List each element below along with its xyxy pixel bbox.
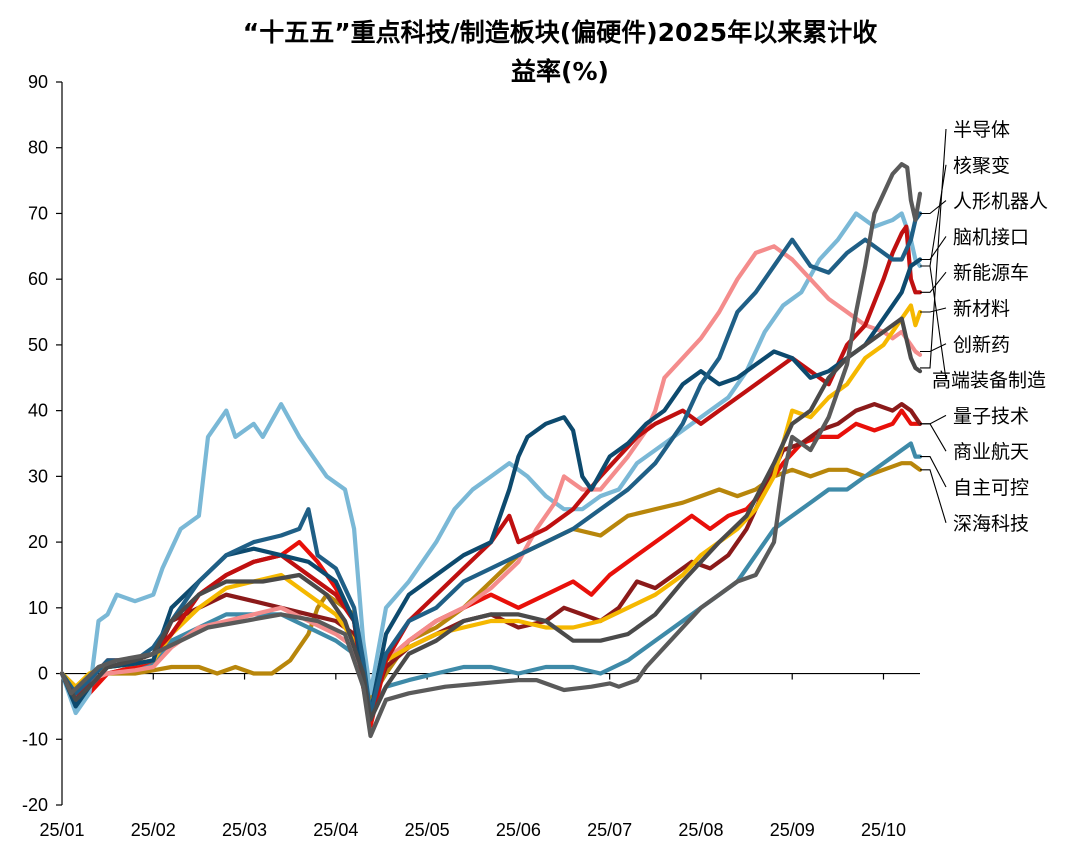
legend-leader [920,343,947,353]
series-lines [59,162,923,739]
legend-leader [920,265,947,380]
legend: 半导体核聚变人形机器人脑机接口新能源车新材料创新药高端装备制造量子技术商业航天自… [920,119,1048,535]
y-tick-label: 80 [28,138,48,158]
series-line-创新药 [59,244,923,709]
legend-leader [920,271,947,293]
x-tick-label: 25/07 [587,820,632,840]
series-line-人形机器人 [59,211,923,716]
legend-leader [920,200,947,215]
legend-label: 商业航天 [953,441,1029,463]
x-tick-label: 25/10 [861,820,906,840]
legend-leader [920,456,947,488]
legend-label: 高端装备制造 [932,370,1046,392]
legend-label: 新能源车 [953,262,1029,284]
series-line-新能源车 [59,224,923,722]
y-tick-label: 90 [28,72,48,92]
legend-label: 深海科技 [953,513,1029,535]
y-tick-label: 30 [28,466,48,486]
y-tick-label: 40 [28,401,48,421]
series-line-新材料 [59,303,923,709]
x-tick-label: 25/03 [222,820,267,840]
legend-label: 创新药 [953,334,1010,356]
series-line-脑机接口 [59,257,923,716]
y-tick-label: 0 [38,664,48,684]
legend-leader [920,128,947,369]
x-tick-label: 25/05 [405,820,450,840]
y-tick-label: 20 [28,532,48,552]
y-tick-label: 60 [28,269,48,289]
x-tick-label: 25/02 [131,820,176,840]
y-tick-label: 70 [28,203,48,223]
series-line-高端装备制造 [59,211,923,716]
series-line-深海科技 [59,461,923,702]
series-line-量子技术 [59,402,923,709]
legend-label: 自主可控 [953,477,1029,499]
axes: -20 -10 0 10 20 30 40 50 60 70 80 90 25/01 25/02 25/03… [22,72,920,840]
legend-label: 核聚变 [953,155,1010,177]
series-line-核聚变 [59,316,923,722]
legend-leader [920,423,947,452]
chart-title-line-2: 益率(%) [511,57,609,86]
legend-label: 量子技术 [953,405,1029,427]
legend-leader [920,307,947,313]
legend-leader [920,236,947,261]
legend-label: 新材料 [953,298,1010,320]
y-tick-label: -20 [22,795,48,815]
chart-title-line-1: “十五五”重点科技/制造板块(偏硬件)2025年以来累计收 [243,18,877,47]
legend-label: 人形机器人 [953,191,1048,213]
y-tick-label: -10 [22,729,48,749]
legend-leader [920,414,947,425]
x-tick-label: 25/08 [678,820,723,840]
legend-label: 半导体 [953,119,1010,141]
legend-leader [920,469,947,523]
series-line-自主可控 [59,441,923,716]
y-tick-label: 50 [28,335,48,355]
x-tick-label: 25/04 [313,820,358,840]
x-tick-label: 25/01 [39,820,84,840]
series-line-半导体 [59,162,923,739]
legend-label: 脑机接口 [953,226,1029,248]
x-tick-label: 25/06 [496,820,541,840]
y-tick-label: 10 [28,598,48,618]
x-tick-label: 25/09 [770,820,815,840]
